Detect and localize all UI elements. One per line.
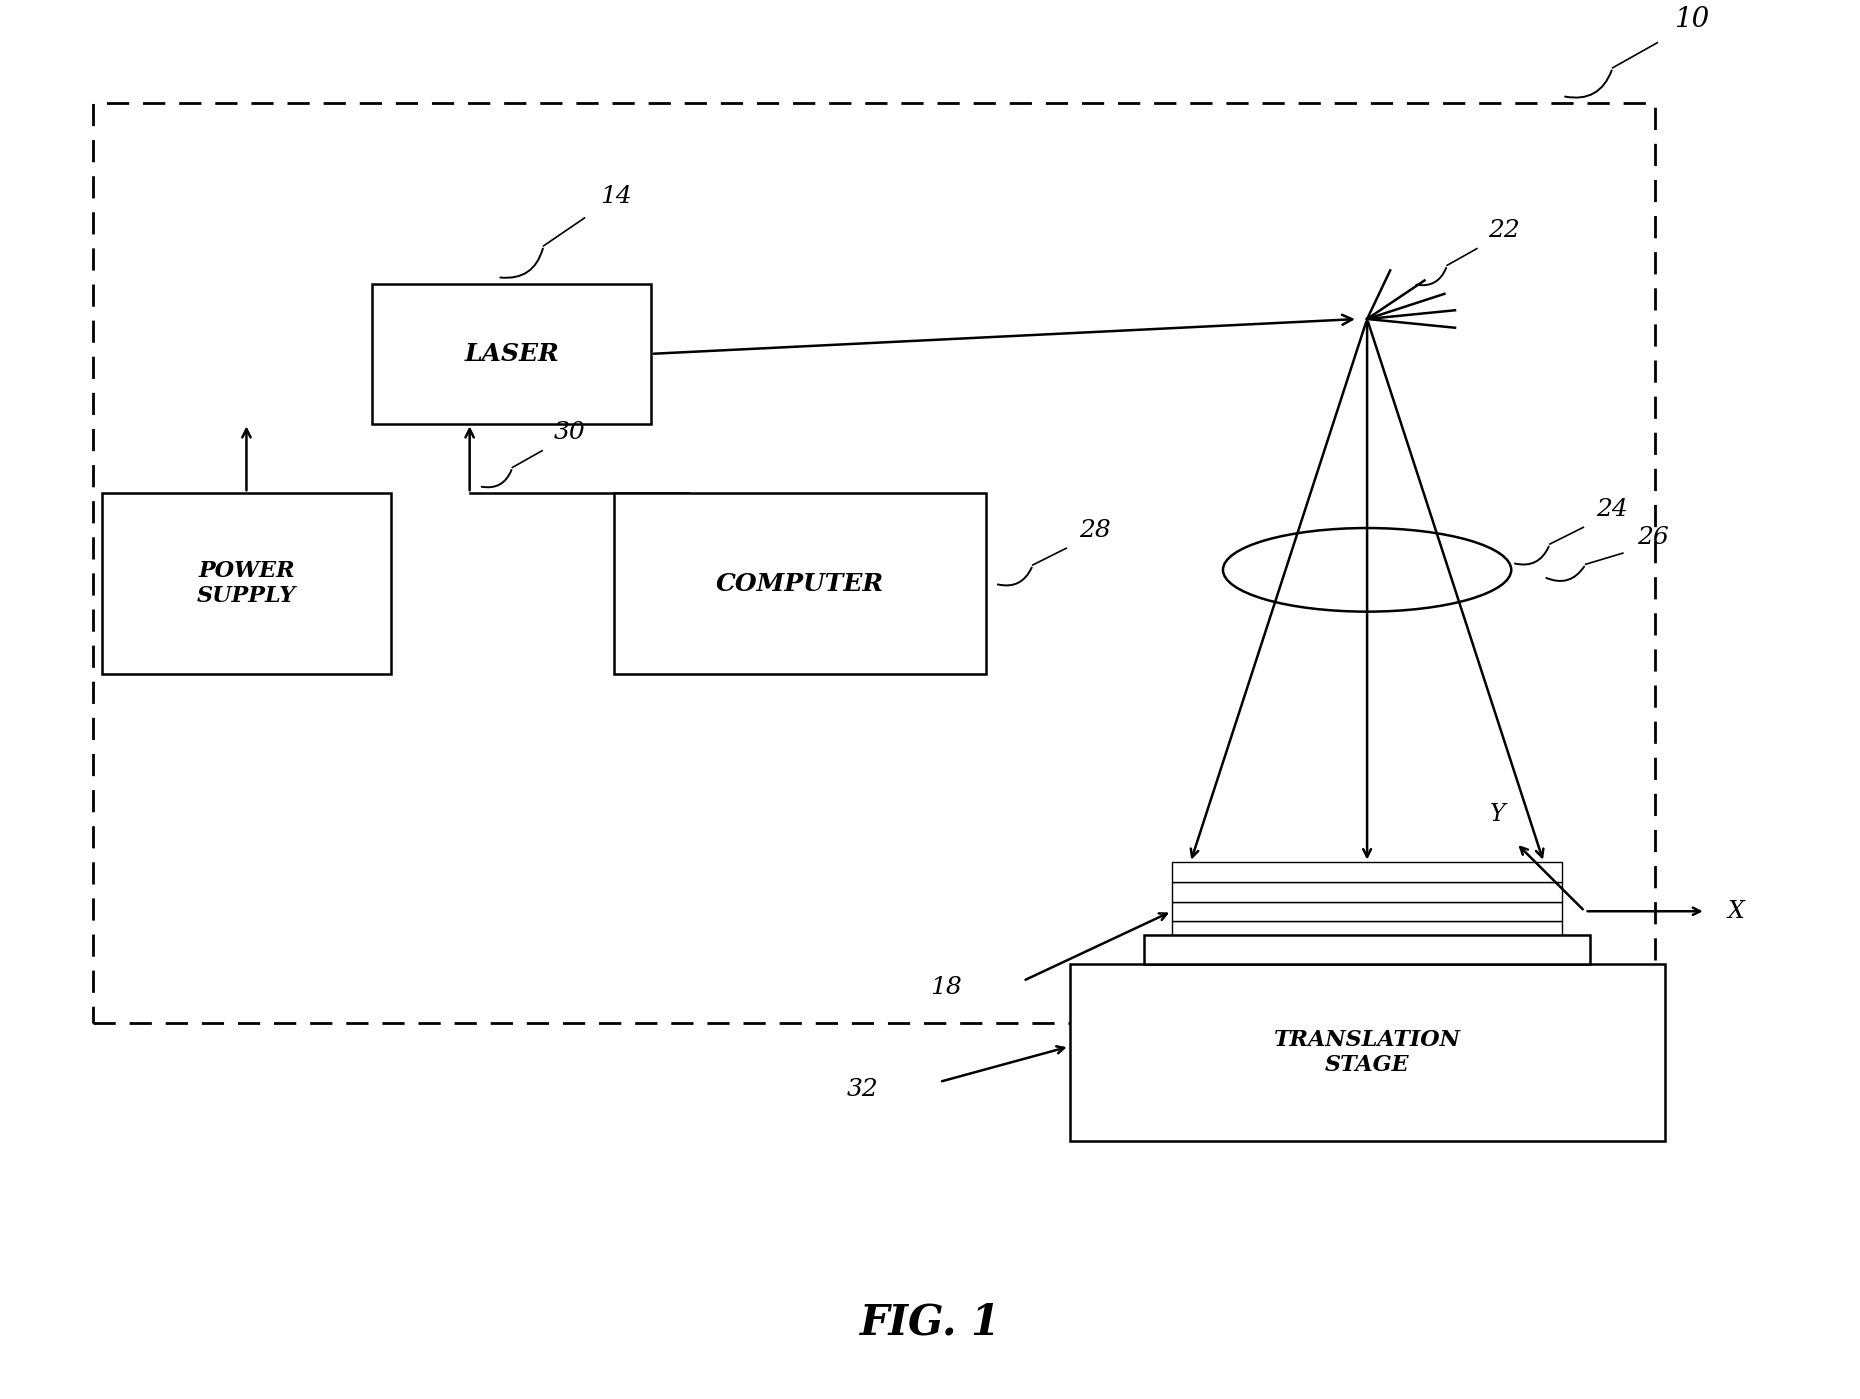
Text: Y: Y — [1490, 803, 1505, 827]
FancyBboxPatch shape — [1172, 881, 1562, 901]
FancyBboxPatch shape — [1172, 863, 1562, 881]
Text: COMPUTER: COMPUTER — [716, 572, 884, 596]
FancyBboxPatch shape — [614, 494, 986, 674]
Text: LASER: LASER — [465, 341, 558, 367]
Text: 26: 26 — [1637, 526, 1668, 548]
Text: 28: 28 — [1079, 519, 1110, 541]
Text: POWER
SUPPLY: POWER SUPPLY — [197, 560, 296, 607]
Text: 22: 22 — [1488, 220, 1520, 242]
Text: TRANSLATION
STAGE: TRANSLATION STAGE — [1274, 1028, 1460, 1076]
Text: 30: 30 — [552, 421, 586, 445]
Text: FIG. 1: FIG. 1 — [859, 1301, 1001, 1343]
Text: 32: 32 — [846, 1077, 878, 1101]
Text: 14: 14 — [599, 185, 632, 207]
Text: X: X — [1728, 900, 1745, 923]
FancyBboxPatch shape — [1070, 964, 1665, 1142]
FancyBboxPatch shape — [1172, 921, 1562, 940]
FancyBboxPatch shape — [372, 284, 651, 424]
Text: 18: 18 — [930, 977, 962, 999]
FancyBboxPatch shape — [1144, 935, 1590, 964]
FancyBboxPatch shape — [1172, 901, 1562, 921]
Text: 24: 24 — [1596, 498, 1628, 520]
Text: 10: 10 — [1674, 7, 1709, 34]
FancyBboxPatch shape — [102, 494, 391, 674]
FancyBboxPatch shape — [1172, 940, 1562, 960]
